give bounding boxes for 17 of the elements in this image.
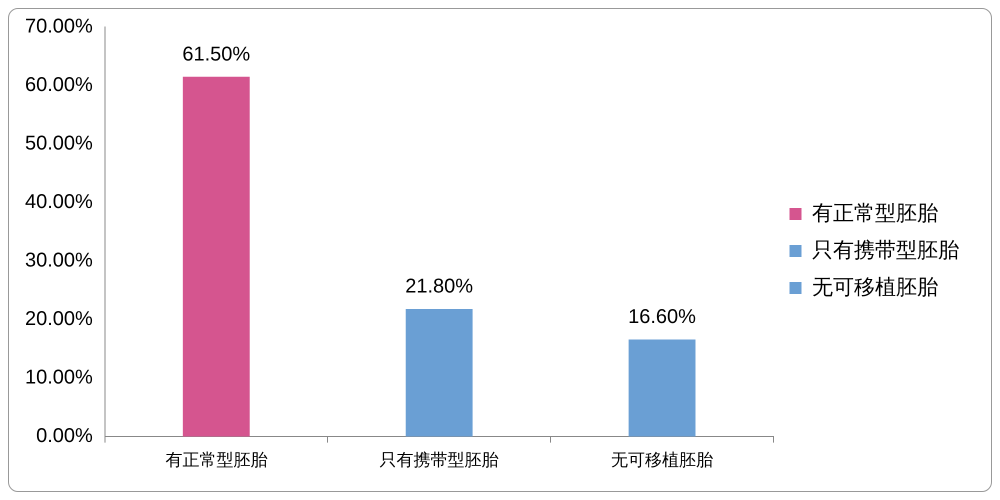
- legend-label: 只有携带型胚胎: [812, 238, 959, 262]
- y-tick-label: 10.00%: [24, 366, 94, 389]
- x-tick-label: 只有携带型胚胎: [380, 450, 499, 470]
- y-tick-label: 50.00%: [24, 132, 94, 155]
- y-tick-label: 60.00%: [24, 74, 94, 96]
- y-tick-label: 70.00%: [24, 16, 94, 38]
- y-tick-label: 40.00%: [24, 191, 94, 214]
- x-tick-label: 有正常型胚胎: [165, 450, 268, 470]
- data-label: 61.50%: [182, 43, 250, 66]
- x-tick-label: 无可移植胚胎: [611, 450, 714, 470]
- y-tick-label: 0.00%: [36, 425, 94, 448]
- data-label: 16.60%: [628, 306, 696, 328]
- y-tick-label: 30.00%: [24, 250, 94, 272]
- data-label: 21.80%: [405, 276, 474, 298]
- legend-label: 有正常型胚胎: [812, 202, 938, 225]
- y-tick-label: 20.00%: [24, 308, 94, 330]
- legend-label: 无可移植胚胎: [812, 276, 938, 299]
